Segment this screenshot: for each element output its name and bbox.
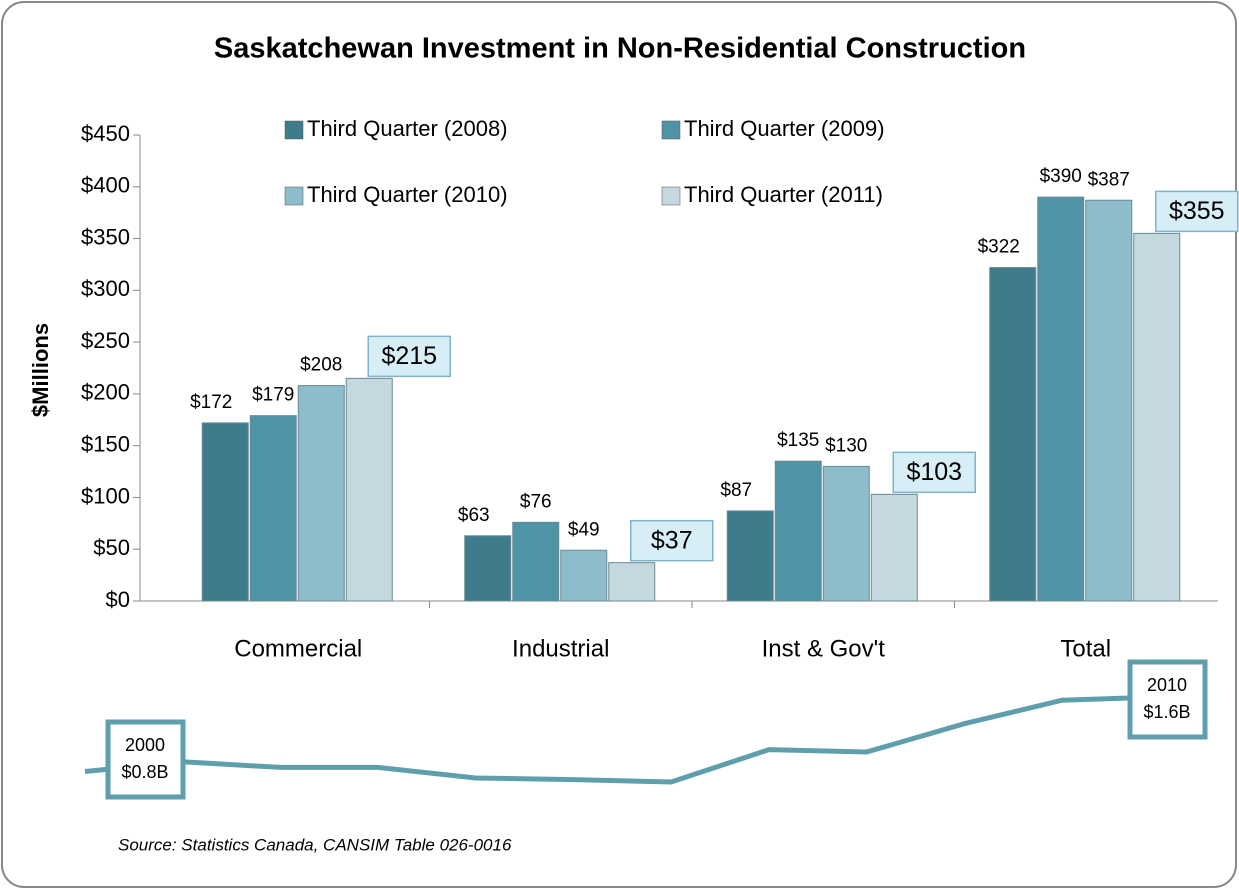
- source: Source: Statistics Canada, CANSIM Table …: [118, 835, 512, 854]
- line: [84, 694, 1160, 785]
- bar: [608, 562, 656, 602]
- value-label-box: [367, 335, 451, 378]
- x-tick-label: Inst & Gov't: [762, 635, 886, 662]
- y-axis-label: $Millions: [28, 323, 53, 417]
- bar: [774, 460, 822, 602]
- y-tick-label: $300: [81, 276, 130, 301]
- value-label-box: [892, 451, 976, 494]
- value-label: $87: [720, 480, 752, 501]
- bar: [1085, 199, 1133, 602]
- value-label: $387: [1088, 169, 1130, 190]
- legend-swatch: [661, 186, 681, 206]
- legend-swatch: [661, 120, 681, 140]
- value-label: $179: [252, 385, 294, 406]
- bar: [726, 510, 774, 602]
- value-label: $172: [190, 392, 232, 413]
- bar: [1133, 232, 1181, 602]
- bar: [201, 422, 249, 602]
- annotation-box: [105, 719, 186, 800]
- y-tick-label: $250: [81, 328, 130, 353]
- value-label: $215: [381, 342, 437, 370]
- y-tick-label: $0: [106, 587, 130, 612]
- bar: [512, 521, 560, 602]
- bar: [1037, 196, 1085, 602]
- x-tick-label: Industrial: [512, 635, 609, 662]
- legend-label: Third Quarter (2009): [684, 116, 885, 141]
- value-label: $37: [651, 526, 693, 554]
- legend-swatch: [284, 120, 304, 140]
- bar: [345, 377, 393, 602]
- bar: [297, 385, 345, 602]
- value-label-box: [630, 519, 714, 562]
- legend-label: Third Quarter (2008): [307, 116, 508, 141]
- legend-label: Third Quarter (2010): [307, 182, 508, 207]
- annotation-box: [1127, 659, 1208, 740]
- value-label: $135: [777, 430, 819, 451]
- annotation-category: 2000: [125, 735, 165, 755]
- bar: [870, 493, 918, 602]
- y-tick-label: $100: [81, 483, 130, 508]
- x-tick-label: Commercial: [234, 635, 362, 662]
- bar: [464, 535, 512, 602]
- value-label-box: [1155, 190, 1239, 233]
- bar: [249, 415, 297, 602]
- y-tick-label: $400: [81, 173, 130, 198]
- legend-label: Third Quarter (2011): [684, 182, 883, 207]
- value-label: $208: [300, 355, 342, 376]
- value-label: $103: [906, 458, 962, 486]
- value-label: $322: [978, 237, 1020, 258]
- bar: [989, 267, 1037, 602]
- chart-title: Saskatchewan Investment in Non-Residenti…: [214, 33, 1026, 65]
- value-label: $355: [1169, 197, 1225, 225]
- annotation-category: 2010: [1147, 675, 1187, 695]
- value-label: $63: [458, 505, 490, 526]
- y-tick-label: $50: [93, 535, 130, 560]
- y-tick-label: $200: [81, 380, 130, 405]
- y-tick-label: $450: [81, 121, 130, 146]
- value-label: $130: [825, 435, 867, 456]
- y-tick-label: $150: [81, 431, 130, 456]
- bar: [822, 465, 870, 602]
- y-tick-label: $350: [81, 224, 130, 249]
- x-tick-label: Total: [1060, 635, 1111, 662]
- value-label: $390: [1040, 166, 1082, 187]
- bar: [560, 549, 608, 602]
- annotation-value: $1.6B: [1143, 702, 1190, 722]
- value-label: $76: [520, 491, 552, 512]
- legend-swatch: [284, 186, 304, 206]
- value-label: $49: [568, 519, 600, 540]
- annotation-value: $0.8B: [121, 762, 168, 782]
